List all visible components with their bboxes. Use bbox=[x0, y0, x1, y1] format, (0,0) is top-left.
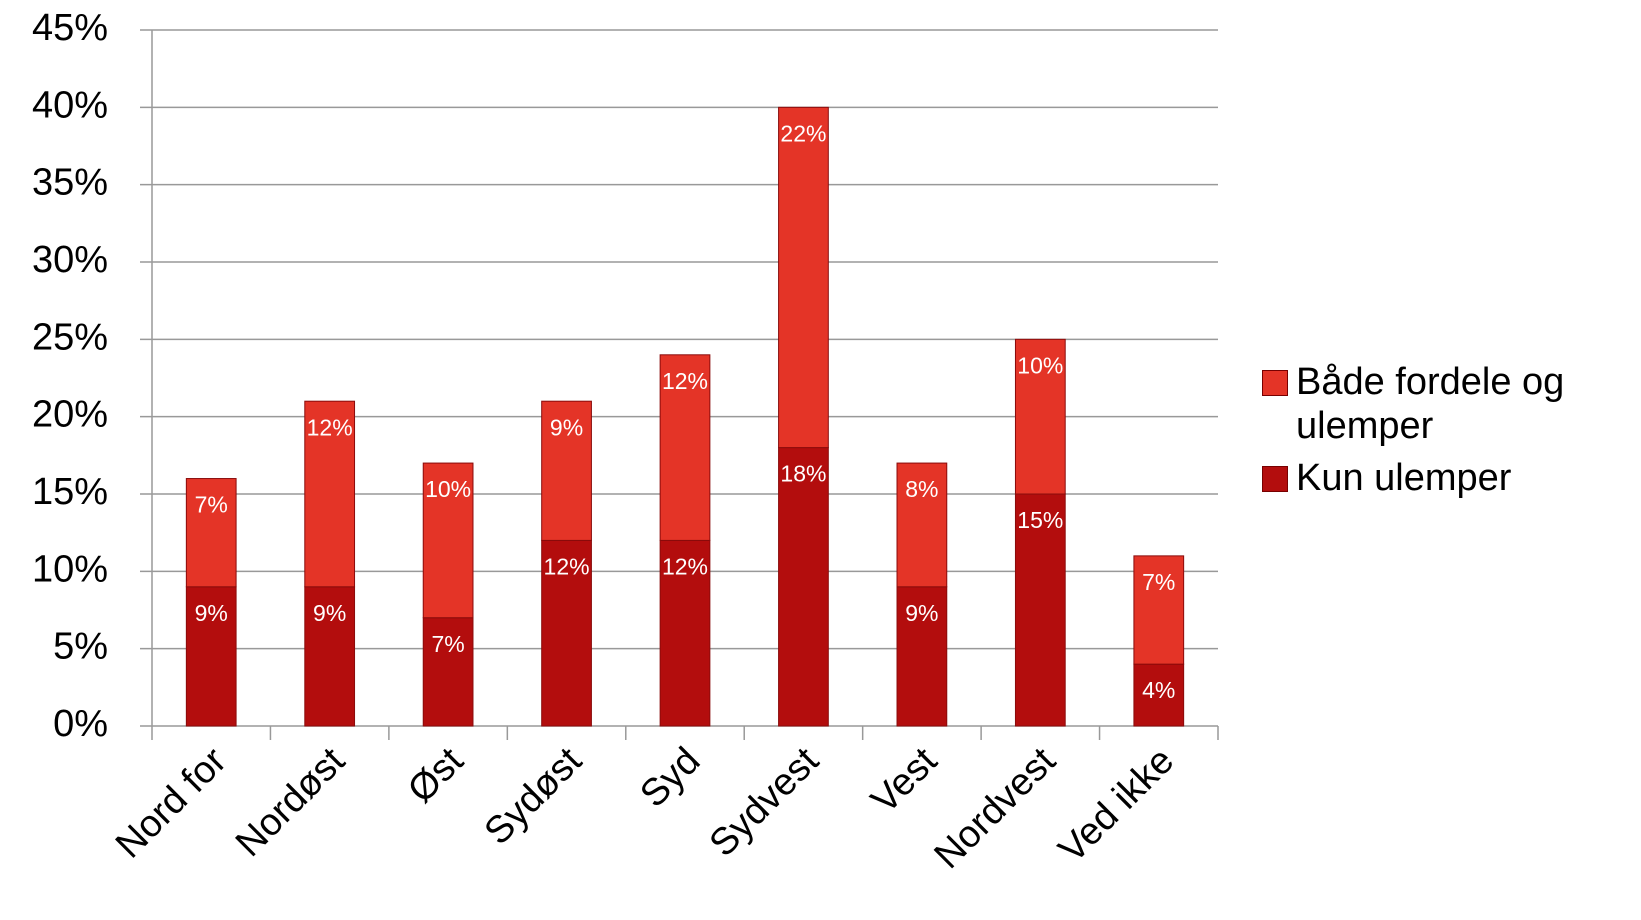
x-tick-label: Nordvest bbox=[927, 739, 1065, 877]
data-label: 15% bbox=[1017, 507, 1063, 533]
bar-segment bbox=[1133, 555, 1185, 665]
y-tick-label: 40% bbox=[32, 84, 108, 126]
legend-item: Kun ulemper bbox=[1262, 456, 1632, 500]
x-tick-label: Nord for bbox=[108, 740, 235, 867]
data-label: 7% bbox=[195, 492, 228, 518]
y-tick-label: 35% bbox=[32, 162, 108, 204]
data-label: 12% bbox=[662, 368, 708, 394]
data-label: 8% bbox=[905, 476, 938, 502]
y-tick-label: 0% bbox=[53, 703, 108, 745]
x-label-group: Nordvest bbox=[927, 739, 1065, 877]
legend-swatch bbox=[1262, 466, 1288, 492]
bar-segment bbox=[778, 447, 829, 727]
x-tick-label: Syd bbox=[632, 740, 708, 816]
legend-label: Både fordele og ulemper bbox=[1296, 361, 1565, 447]
data-label: 9% bbox=[905, 600, 938, 626]
x-tick-label: Sydøst bbox=[477, 739, 591, 853]
x-tick-label: Nordøst bbox=[228, 739, 354, 865]
bar-segment bbox=[1014, 493, 1066, 727]
bar-segment bbox=[185, 586, 237, 727]
x-tick-label: Ved ikke bbox=[1051, 740, 1182, 871]
bar-segment bbox=[185, 478, 237, 588]
data-label: 10% bbox=[425, 476, 471, 502]
bar-segment bbox=[659, 539, 711, 727]
bar-segment bbox=[541, 539, 592, 727]
data-label: 12% bbox=[544, 553, 590, 579]
x-label-group: Sydøst bbox=[477, 739, 591, 853]
y-tick-label: 20% bbox=[32, 394, 108, 436]
x-label-group: Vest bbox=[863, 739, 945, 821]
x-tick-label: Sydvest bbox=[702, 739, 828, 865]
data-label: 10% bbox=[1017, 352, 1063, 378]
data-label: 7% bbox=[1142, 569, 1175, 595]
x-tick-label: Vest bbox=[863, 739, 945, 821]
x-label-group: Sydvest bbox=[702, 739, 828, 865]
data-label: 12% bbox=[307, 414, 353, 440]
data-label: 9% bbox=[195, 600, 228, 626]
legend-item: Både fordele og ulemper bbox=[1262, 360, 1632, 448]
bar-segment bbox=[778, 106, 829, 449]
y-tick-label: 30% bbox=[32, 239, 108, 281]
y-tick-label: 45% bbox=[32, 7, 108, 49]
y-tick-label: 25% bbox=[32, 316, 108, 358]
bar-segment bbox=[896, 462, 948, 588]
legend-label: Kun ulemper bbox=[1296, 457, 1512, 499]
data-label: 9% bbox=[550, 414, 583, 440]
bar-segment bbox=[659, 354, 711, 541]
y-tick-label: 5% bbox=[53, 626, 108, 668]
x-label-group: Øst bbox=[400, 739, 472, 811]
legend: Både fordele og ulemper Kun ulemper bbox=[1262, 360, 1632, 508]
y-tick-label: 15% bbox=[32, 471, 108, 513]
y-tick-label: 10% bbox=[32, 548, 108, 590]
data-label: 9% bbox=[313, 600, 346, 626]
data-label: 12% bbox=[662, 553, 708, 579]
x-label-group: Nordøst bbox=[228, 739, 354, 865]
data-label: 4% bbox=[1142, 677, 1175, 703]
x-tick-label: Øst bbox=[400, 739, 472, 811]
x-label-group: Syd bbox=[632, 740, 708, 816]
bar-segment bbox=[422, 462, 474, 619]
data-label: 18% bbox=[780, 461, 826, 487]
x-label-group: Nord for bbox=[108, 740, 235, 867]
x-label-group: Ved ikke bbox=[1051, 740, 1182, 871]
bar-segment bbox=[1014, 338, 1066, 495]
bar-segment bbox=[304, 400, 356, 588]
bar-segment bbox=[422, 617, 474, 727]
data-label: 22% bbox=[780, 120, 826, 146]
bar-segment bbox=[1133, 663, 1185, 727]
legend-swatch bbox=[1262, 370, 1288, 396]
bar-segment bbox=[541, 400, 592, 541]
data-label: 7% bbox=[431, 631, 464, 657]
